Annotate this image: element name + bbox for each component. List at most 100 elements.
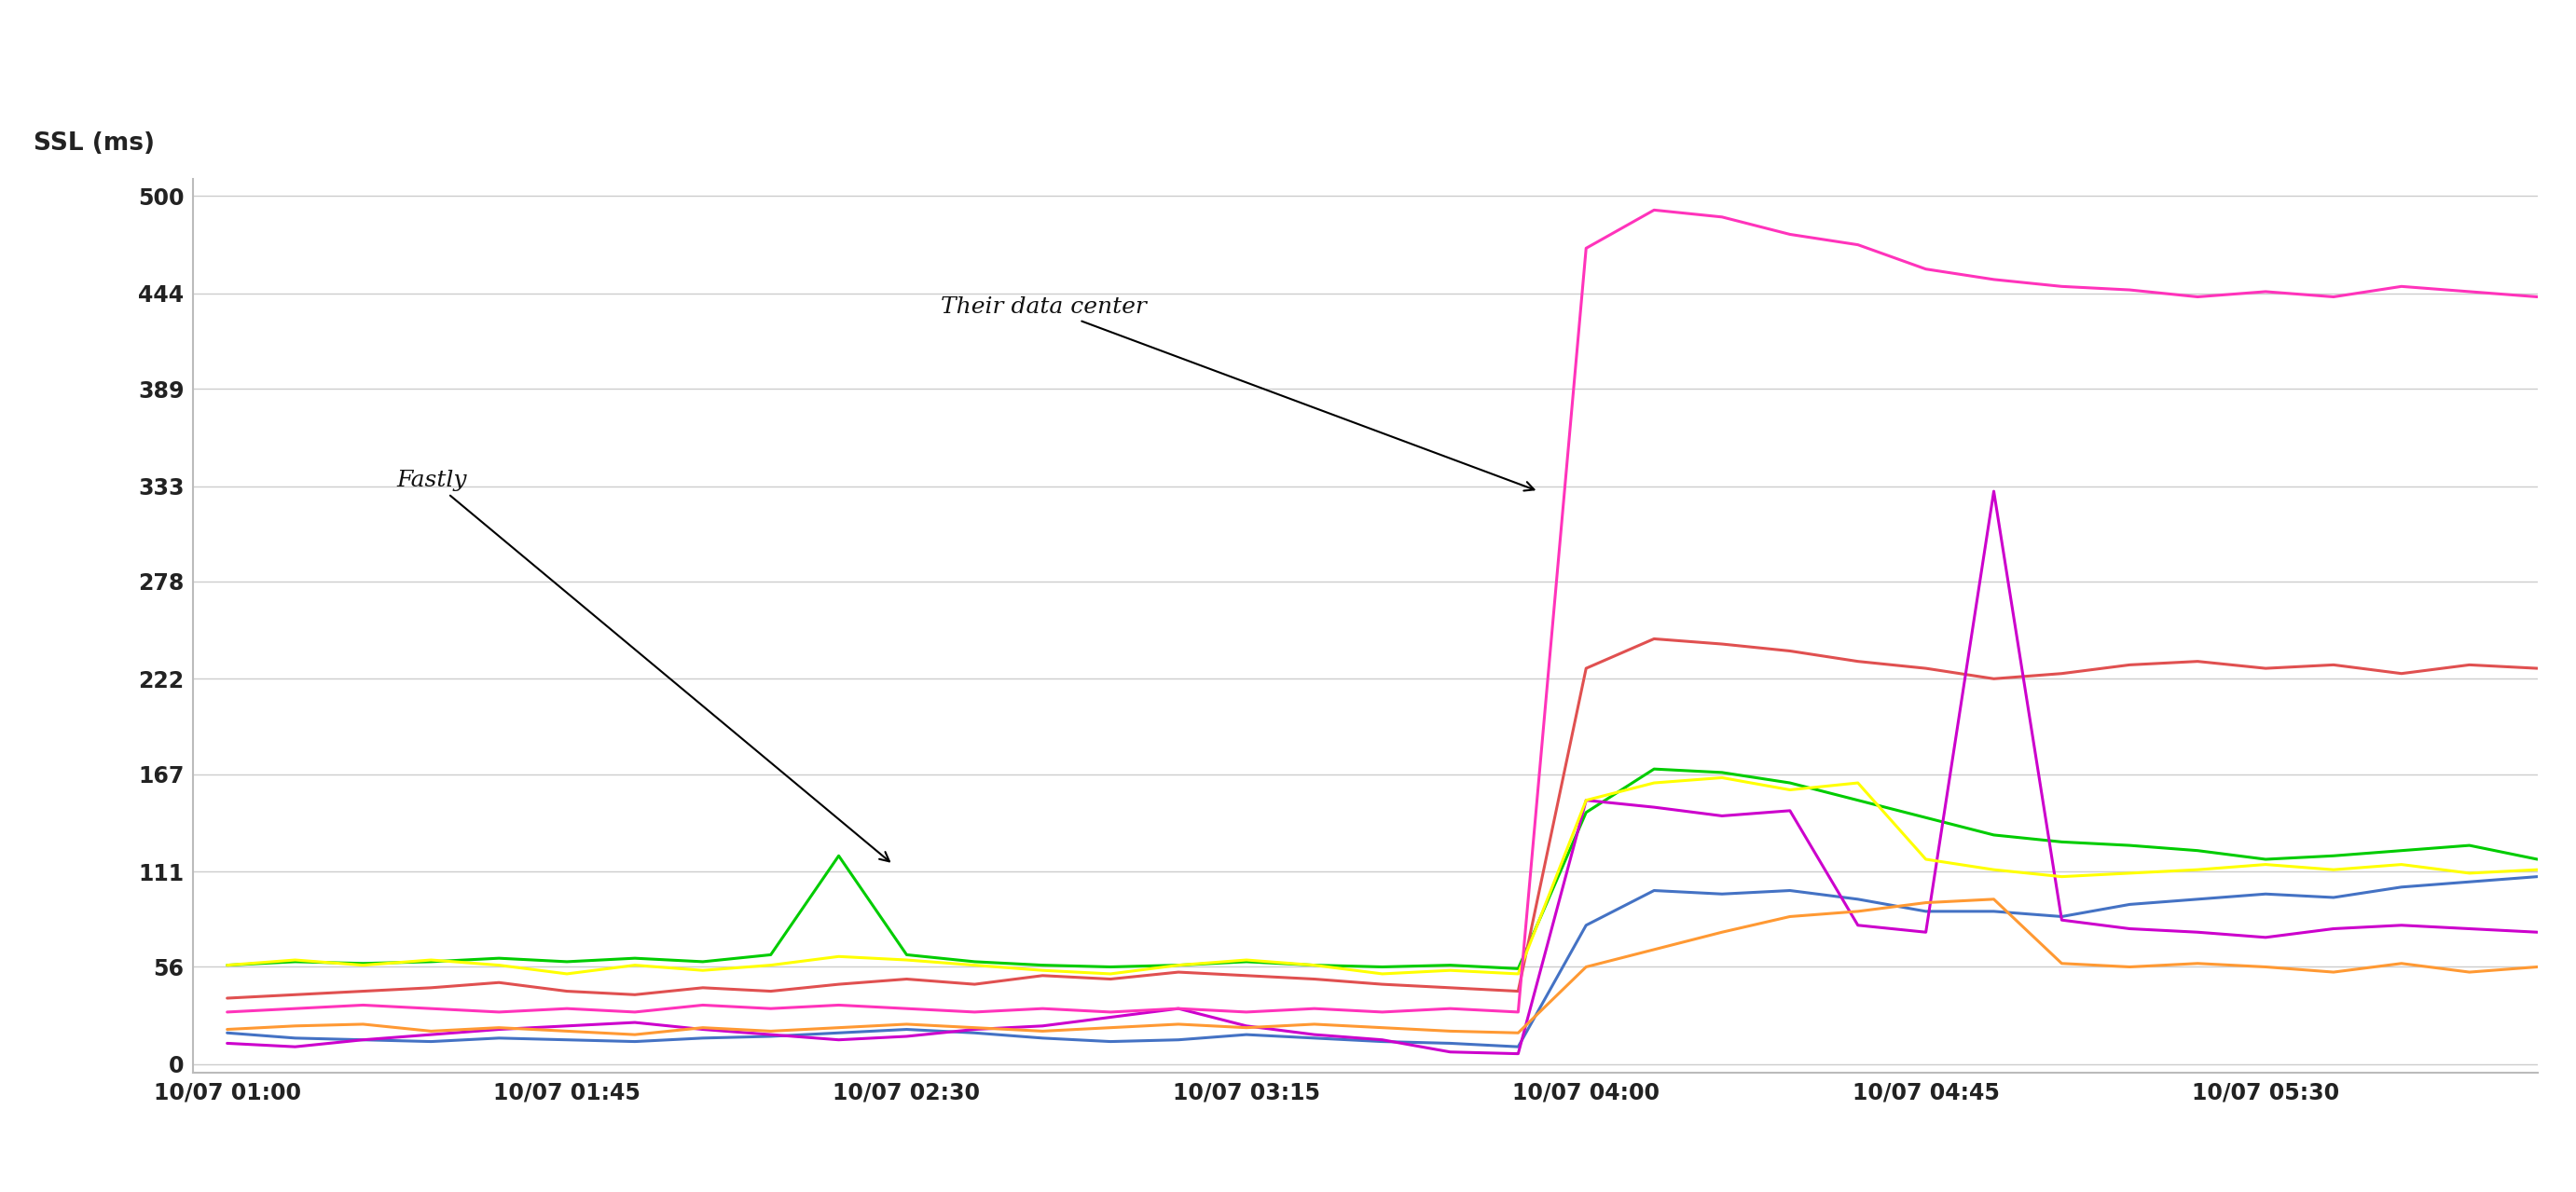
Sydney (1231, 1005, 1262, 1019)
Sydney (2045, 279, 2076, 293)
Line: Los Angeles: Los Angeles (227, 491, 2537, 1054)
New York (2182, 956, 2213, 970)
Phoenix (958, 958, 989, 973)
New York (551, 1024, 582, 1038)
New York (348, 1017, 379, 1031)
Los Angeles (2522, 925, 2553, 939)
Denver (484, 951, 515, 966)
New York (1571, 960, 1602, 974)
Sydney (1095, 1005, 1126, 1019)
Frankfurt (1368, 977, 1399, 992)
New York (2318, 966, 2349, 980)
Sydney (1298, 1001, 1329, 1016)
Los Angeles (1775, 803, 1806, 818)
Frankfurt (1162, 966, 1193, 980)
Denver (281, 955, 312, 969)
New York (1231, 1020, 1262, 1035)
Sydney (1435, 1001, 1466, 1016)
Phoenix (1911, 852, 1942, 867)
New York (1368, 1020, 1399, 1035)
Sydney (1775, 228, 1806, 242)
Phoenix (1231, 952, 1262, 967)
Denver (618, 951, 649, 966)
Sydney (2522, 290, 2553, 304)
New York (1775, 909, 1806, 924)
Frankfurt (348, 985, 379, 999)
Sydney (1978, 272, 2009, 286)
Chicago (2385, 880, 2416, 894)
Chicago (415, 1035, 446, 1049)
Los Angeles (891, 1029, 922, 1043)
Denver (211, 958, 242, 973)
Chicago (1775, 883, 1806, 898)
Sydney (891, 1001, 922, 1016)
Sydney (2249, 285, 2280, 299)
Phoenix (2522, 863, 2553, 877)
Los Angeles (415, 1028, 446, 1042)
Chicago (1162, 1032, 1193, 1047)
Frankfurt (1028, 968, 1059, 982)
Sydney (1571, 241, 1602, 255)
Sydney (1911, 262, 1942, 277)
Phoenix (281, 952, 312, 967)
Denver (688, 955, 719, 969)
Sydney (1502, 1005, 1533, 1019)
Phoenix (551, 967, 582, 981)
Denver (348, 956, 379, 970)
Los Angeles (755, 1028, 786, 1042)
Los Angeles (211, 1036, 242, 1050)
Sydney (484, 1005, 515, 1019)
Frankfurt (1978, 671, 2009, 685)
Los Angeles (2115, 921, 2146, 936)
Chicago (2249, 887, 2280, 901)
Los Angeles (1095, 1010, 1126, 1024)
New York (415, 1024, 446, 1038)
New York (1638, 943, 1669, 957)
Denver (824, 849, 855, 863)
Chicago (688, 1031, 719, 1045)
New York (1435, 1024, 1466, 1038)
Chicago (1638, 883, 1669, 898)
Los Angeles (1298, 1028, 1329, 1042)
Phoenix (618, 958, 649, 973)
Denver (2249, 852, 2280, 867)
Denver (1571, 806, 1602, 820)
Los Angeles (2318, 921, 2349, 936)
Phoenix (755, 958, 786, 973)
Los Angeles (1571, 793, 1602, 807)
Text: SSL (ms): SSL (ms) (33, 131, 155, 155)
New York (281, 1019, 312, 1033)
Phoenix (1162, 958, 1193, 973)
Frankfurt (281, 987, 312, 1001)
Frankfurt (824, 977, 855, 992)
Chicago (1571, 918, 1602, 932)
Sydney (824, 998, 855, 1012)
Los Angeles (2455, 921, 2486, 936)
Phoenix (891, 952, 922, 967)
Los Angeles (1638, 800, 1669, 814)
Phoenix (484, 958, 515, 973)
Sydney (688, 998, 719, 1012)
Los Angeles (958, 1023, 989, 1037)
Line: New York: New York (227, 899, 2537, 1035)
Phoenix (1978, 863, 2009, 877)
Frankfurt (484, 975, 515, 989)
Los Angeles (688, 1023, 719, 1037)
Sydney (211, 1005, 242, 1019)
Chicago (755, 1029, 786, 1043)
New York (2385, 956, 2416, 970)
Chicago (2115, 898, 2146, 912)
Frankfurt (551, 985, 582, 999)
Los Angeles (1705, 808, 1736, 822)
Frankfurt (2522, 662, 2553, 676)
Phoenix (1435, 963, 1466, 977)
Sydney (1705, 210, 1736, 224)
Frankfurt (2115, 658, 2146, 672)
Frankfurt (1705, 637, 1736, 651)
Frankfurt (2249, 662, 2280, 676)
Chicago (2045, 909, 2076, 924)
Frankfurt (2182, 654, 2213, 669)
New York (211, 1023, 242, 1037)
Phoenix (1298, 958, 1329, 973)
New York (1028, 1024, 1059, 1038)
